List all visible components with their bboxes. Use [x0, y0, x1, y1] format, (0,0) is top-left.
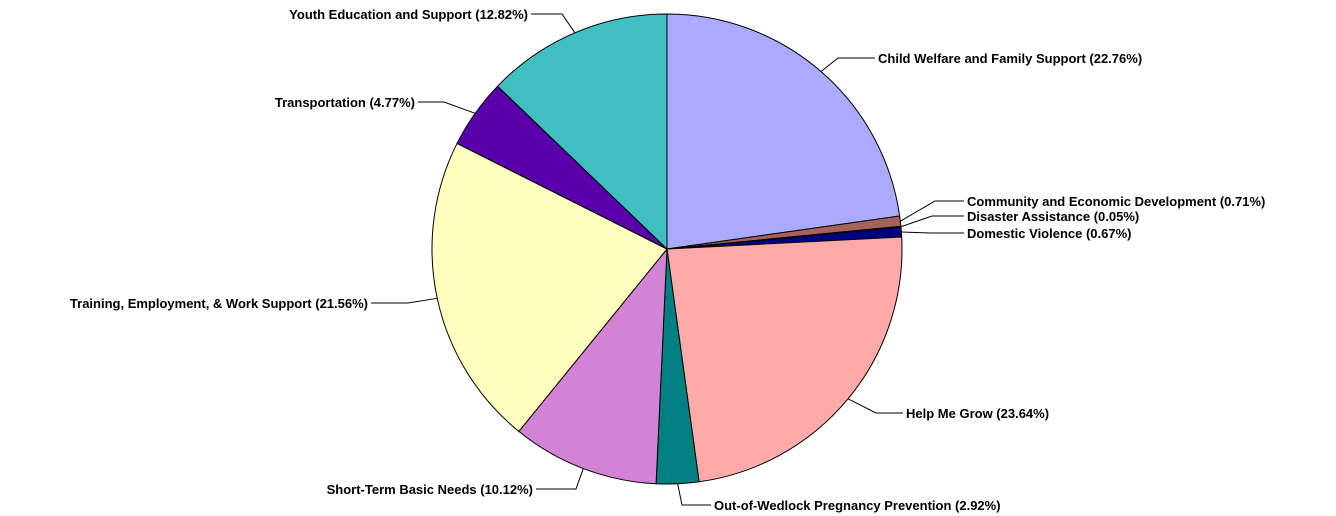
slice-label-help-me-grow: Help Me Grow (23.64%)	[906, 406, 1049, 421]
leader-line-youth	[531, 13, 576, 34]
pie-slice-youth	[496, 13, 668, 251]
leader-line-wedlock	[677, 483, 711, 506]
slice-label-short-term: Short-Term Basic Needs (10.12%)	[327, 482, 533, 497]
slice-label-community-econ: Community and Economic Development (0.71…	[967, 194, 1265, 209]
labels-layer: Child Welfare and Family Support (22.76%…	[70, 7, 1265, 513]
slice-label-youth: Youth Education and Support (12.82%)	[289, 7, 528, 22]
leader-line-help-me-grow	[847, 398, 903, 414]
leader-lines-layer	[371, 13, 964, 506]
leader-line-disaster	[900, 215, 964, 228]
leader-line-child-welfare	[820, 57, 875, 72]
pie-slice-child-welfare	[666, 13, 901, 250]
slice-label-training: Training, Employment, & Work Support (21…	[70, 296, 368, 311]
slices-layer	[431, 13, 903, 485]
pie-slice-training	[431, 142, 668, 433]
slice-label-wedlock: Out-of-Wedlock Pregnancy Prevention (2.9…	[714, 498, 1001, 513]
leader-line-community-econ	[900, 200, 964, 222]
slice-label-transportation: Transportation (4.77%)	[275, 95, 415, 110]
pie-slice-help-me-grow	[666, 236, 903, 483]
slice-label-child-welfare: Child Welfare and Family Support (22.76%…	[878, 51, 1142, 66]
leader-line-training	[371, 297, 438, 304]
leader-line-transportation	[418, 101, 476, 114]
leader-line-short-term	[536, 468, 584, 490]
slice-label-domestic-violence: Domestic Violence (0.67%)	[967, 226, 1132, 241]
slice-label-disaster: Disaster Assistance (0.05%)	[967, 209, 1139, 224]
leader-line-domestic-violence	[901, 231, 964, 234]
